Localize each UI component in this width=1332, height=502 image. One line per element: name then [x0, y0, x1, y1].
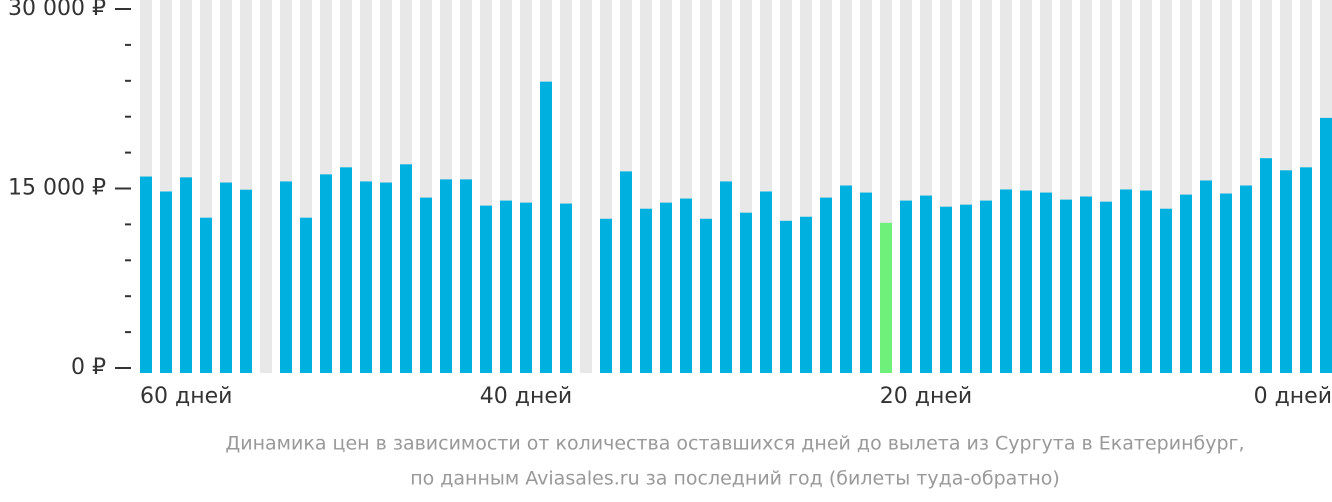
bar: [220, 182, 232, 373]
bar: [1040, 192, 1052, 373]
bar: [800, 216, 812, 373]
bar: [200, 217, 212, 373]
bar: [1300, 167, 1312, 373]
x-tick-label: 20 дней: [880, 384, 972, 409]
bar: [1020, 190, 1032, 373]
bar-background: [260, 0, 272, 373]
bar: [780, 220, 792, 373]
bar: [960, 204, 972, 373]
bar: [700, 218, 712, 373]
bar: [1280, 170, 1292, 373]
bar: [740, 212, 752, 373]
bar: [1100, 201, 1112, 373]
bar: [1220, 193, 1232, 373]
bar: [1140, 190, 1152, 373]
caption-line: Динамика цен в зависимости от количества…: [225, 433, 1244, 455]
bar: [860, 192, 872, 373]
caption-line: по данным Aviasales.ru за последний год …: [410, 468, 1060, 490]
bar: [320, 174, 332, 373]
bar: [360, 181, 372, 373]
x-tick-label: 40 дней: [480, 384, 572, 409]
bar: [340, 167, 352, 373]
bar: [1080, 196, 1092, 373]
bar: [600, 218, 612, 373]
bar: [900, 200, 912, 373]
bar: [520, 202, 532, 373]
bar: [840, 185, 852, 373]
y-tick-label: 15 000 ₽: [8, 176, 106, 201]
bar: [400, 164, 412, 373]
bar: [440, 179, 452, 373]
bar: [560, 203, 572, 373]
x-tick-label: 60 дней: [140, 384, 232, 409]
bar: [300, 217, 312, 373]
bar: [1320, 117, 1332, 373]
bar: [620, 171, 632, 373]
bar: [1160, 208, 1172, 373]
bar: [720, 181, 732, 373]
bar-background: [580, 0, 592, 373]
bar: [380, 182, 392, 373]
y-tick-label: 30 000 ₽: [8, 0, 106, 21]
bar: [760, 191, 772, 373]
bar: [980, 200, 992, 373]
bar: [820, 197, 832, 373]
bar: [1060, 199, 1072, 373]
bar: [480, 205, 492, 373]
bar: [660, 202, 672, 373]
bar: [940, 206, 952, 373]
bar: [920, 195, 932, 373]
bar: [160, 191, 172, 373]
bar: [140, 176, 152, 373]
x-tick-label: 0 дней: [1254, 384, 1332, 409]
bar: [540, 81, 552, 373]
bar: [240, 189, 252, 373]
bar: [1260, 158, 1272, 373]
bar: [1240, 185, 1252, 373]
bar: [1200, 180, 1212, 373]
bar: [1120, 189, 1132, 373]
bar: [1000, 189, 1012, 373]
bar: [500, 200, 512, 373]
bar: [880, 222, 892, 373]
bar: [420, 197, 432, 373]
y-tick-label: 0 ₽: [71, 355, 106, 380]
bar: [640, 208, 652, 373]
bar: [680, 198, 692, 373]
bar: [280, 181, 292, 373]
bar: [460, 179, 472, 373]
bar: [1180, 194, 1192, 373]
bar: [180, 177, 192, 373]
